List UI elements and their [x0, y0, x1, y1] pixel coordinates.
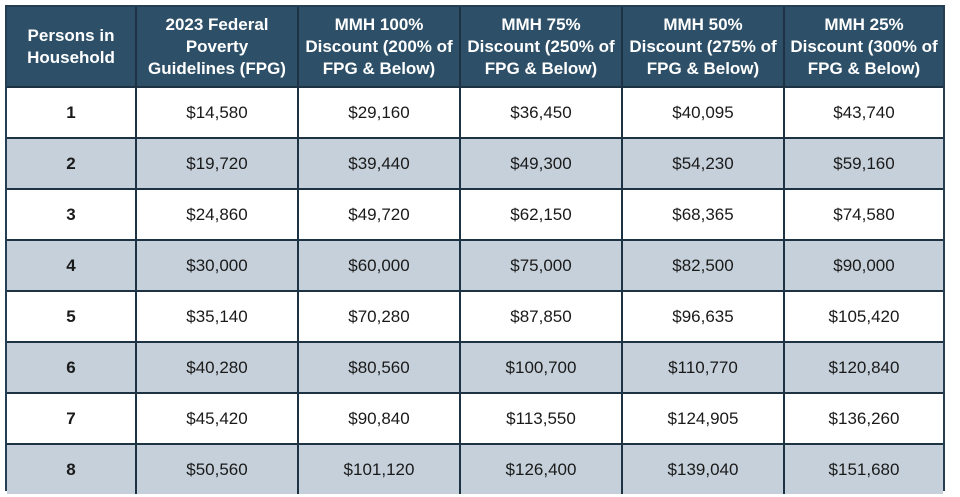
header-mmh-100-discount: MMH 100% Discount (200% of FPG & Below): [298, 7, 461, 88]
header-federal-poverty-guidelines: 2023 Federal Poverty Guidelines (FPG): [136, 7, 299, 88]
discount-75-cell: $126,400: [460, 444, 623, 494]
table-row: 5 $35,140 $70,280 $87,850 $96,635 $105,4…: [7, 291, 943, 343]
fpg-cell: $35,140: [136, 291, 299, 343]
discount-25-cell: $105,420: [784, 291, 943, 343]
discount-100-cell: $29,160: [298, 87, 461, 139]
persons-cell: 1: [7, 87, 137, 139]
table-row: 4 $30,000 $60,000 $75,000 $82,500 $90,00…: [7, 240, 943, 292]
discount-100-cell: $101,120: [298, 444, 461, 494]
table-row: 3 $24,860 $49,720 $62,150 $68,365 $74,58…: [7, 189, 943, 241]
fpg-discount-table: Persons in Household 2023 Federal Povert…: [7, 7, 943, 494]
discount-75-cell: $113,550: [460, 393, 623, 445]
header-mmh-50-discount: MMH 50% Discount (275% of FPG & Below): [622, 7, 785, 88]
persons-cell: 3: [7, 189, 137, 241]
discount-75-cell: $49,300: [460, 138, 623, 190]
discount-50-cell: $96,635: [622, 291, 785, 343]
discount-50-cell: $139,040: [622, 444, 785, 494]
discount-50-cell: $110,770: [622, 342, 785, 394]
table-row: 8 $50,560 $101,120 $126,400 $139,040 $15…: [7, 444, 943, 494]
discount-25-cell: $136,260: [784, 393, 943, 445]
discount-75-cell: $36,450: [460, 87, 623, 139]
discount-table-container: Persons in Household 2023 Federal Povert…: [5, 5, 945, 494]
discount-25-cell: $90,000: [784, 240, 943, 292]
persons-cell: 5: [7, 291, 137, 343]
table-row: 1 $14,580 $29,160 $36,450 $40,095 $43,74…: [7, 87, 943, 139]
header-mmh-75-discount: MMH 75% Discount (250% of FPG & Below): [460, 7, 623, 88]
discount-50-cell: $68,365: [622, 189, 785, 241]
header-row: Persons in Household 2023 Federal Povert…: [7, 7, 943, 88]
header-persons-in-household: Persons in Household: [7, 7, 137, 88]
header-mmh-25-discount: MMH 25% Discount (300% of FPG & Below): [784, 7, 943, 88]
fpg-cell: $40,280: [136, 342, 299, 394]
discount-50-cell: $124,905: [622, 393, 785, 445]
table-row: 2 $19,720 $39,440 $49,300 $54,230 $59,16…: [7, 138, 943, 190]
discount-100-cell: $49,720: [298, 189, 461, 241]
discount-100-cell: $80,560: [298, 342, 461, 394]
discount-100-cell: $39,440: [298, 138, 461, 190]
discount-75-cell: $100,700: [460, 342, 623, 394]
persons-cell: 4: [7, 240, 137, 292]
discount-25-cell: $120,840: [784, 342, 943, 394]
table-row: 7 $45,420 $90,840 $113,550 $124,905 $136…: [7, 393, 943, 445]
discount-75-cell: $62,150: [460, 189, 623, 241]
discount-100-cell: $70,280: [298, 291, 461, 343]
discount-75-cell: $87,850: [460, 291, 623, 343]
persons-cell: 8: [7, 444, 137, 494]
discount-25-cell: $43,740: [784, 87, 943, 139]
fpg-cell: $24,860: [136, 189, 299, 241]
fpg-cell: $19,720: [136, 138, 299, 190]
discount-75-cell: $75,000: [460, 240, 623, 292]
fpg-cell: $30,000: [136, 240, 299, 292]
discount-50-cell: $82,500: [622, 240, 785, 292]
discount-25-cell: $74,580: [784, 189, 943, 241]
discount-100-cell: $90,840: [298, 393, 461, 445]
table-row: 6 $40,280 $80,560 $100,700 $110,770 $120…: [7, 342, 943, 394]
discount-25-cell: $59,160: [784, 138, 943, 190]
discount-25-cell: $151,680: [784, 444, 943, 494]
discount-50-cell: $40,095: [622, 87, 785, 139]
persons-cell: 6: [7, 342, 137, 394]
discount-100-cell: $60,000: [298, 240, 461, 292]
persons-cell: 2: [7, 138, 137, 190]
persons-cell: 7: [7, 393, 137, 445]
discount-50-cell: $54,230: [622, 138, 785, 190]
fpg-cell: $14,580: [136, 87, 299, 139]
fpg-cell: $45,420: [136, 393, 299, 445]
fpg-cell: $50,560: [136, 444, 299, 494]
